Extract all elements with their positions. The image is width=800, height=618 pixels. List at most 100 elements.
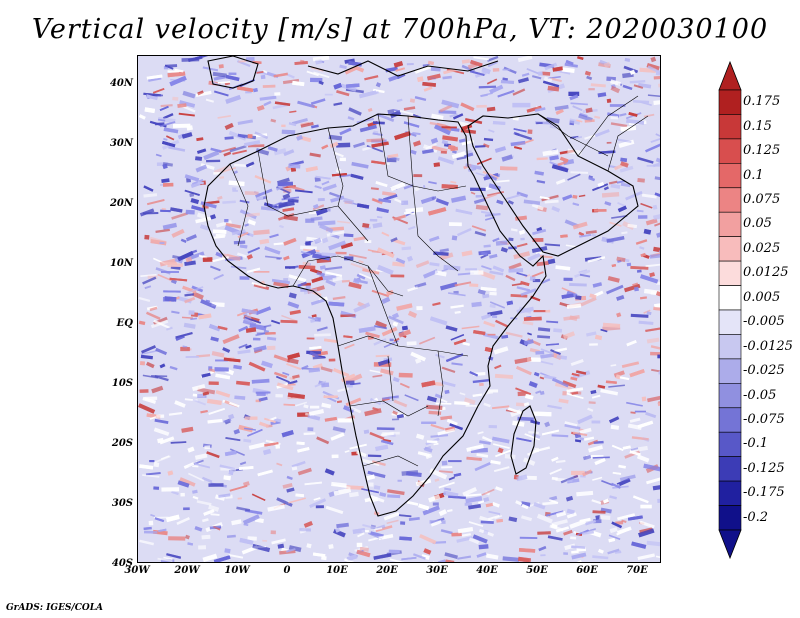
- field-speckle: [584, 70, 592, 76]
- field-speckle: [352, 528, 366, 534]
- field-speckle: [593, 440, 604, 444]
- field-speckle: [541, 194, 559, 202]
- field-speckle: [487, 56, 499, 62]
- field-speckle: [407, 255, 414, 262]
- field-speckle: [655, 72, 660, 76]
- field-speckle: [367, 107, 373, 113]
- field-speckle: [584, 436, 595, 441]
- field-speckle: [350, 173, 364, 180]
- field-speckle: [500, 80, 515, 84]
- field-speckle: [447, 509, 453, 513]
- field-speckle: [359, 124, 377, 133]
- field-speckle: [321, 382, 330, 388]
- field-speckle: [539, 196, 550, 200]
- field-speckle: [448, 476, 456, 481]
- field-speckle: [516, 191, 529, 198]
- field-speckle: [364, 226, 371, 230]
- field-speckle: [259, 421, 270, 428]
- field-speckle: [148, 520, 154, 526]
- field-speckle: [168, 146, 186, 152]
- field-speckle: [375, 180, 388, 188]
- field-speckle: [229, 145, 247, 153]
- field-speckle: [392, 312, 400, 319]
- field-speckle: [237, 349, 251, 355]
- field-speckle: [226, 534, 236, 538]
- field-speckle: [571, 545, 586, 549]
- field-speckle: [215, 390, 231, 398]
- field-speckle: [382, 395, 399, 400]
- field-speckle: [532, 238, 544, 242]
- field-speckle: [493, 466, 510, 473]
- field-speckle: [182, 90, 196, 99]
- field-speckle: [245, 161, 255, 168]
- field-speckle: [555, 265, 571, 271]
- field-speckle: [586, 455, 604, 459]
- field-speckle: [429, 235, 440, 242]
- field-speckle: [177, 103, 187, 108]
- field-speckle: [649, 253, 660, 259]
- field-speckle: [441, 380, 456, 388]
- field-speckle: [206, 451, 220, 459]
- field-speckle: [474, 462, 491, 472]
- field-speckle: [407, 286, 419, 292]
- field-speckle: [377, 247, 395, 258]
- field-speckle: [480, 286, 497, 292]
- field-speckle: [306, 70, 319, 77]
- field-speckle: [275, 375, 290, 383]
- field-speckle: [208, 323, 221, 332]
- field-speckle: [610, 85, 621, 94]
- field-speckle: [145, 94, 158, 101]
- field-speckle: [324, 338, 338, 343]
- field-speckle: [593, 209, 607, 212]
- field-speckle: [481, 67, 491, 75]
- field-speckle: [330, 195, 345, 203]
- field-speckle: [153, 462, 160, 468]
- field-speckle: [478, 544, 489, 550]
- field-speckle: [259, 238, 270, 245]
- field-speckle: [616, 180, 626, 184]
- field-speckle: [515, 500, 523, 506]
- field-speckle: [387, 153, 399, 159]
- field-speckle: [153, 486, 160, 490]
- field-speckle: [261, 360, 273, 369]
- field-speckle: [368, 482, 374, 487]
- field-speckle: [164, 64, 174, 70]
- field-speckle: [538, 545, 547, 552]
- field-speckle: [435, 198, 449, 206]
- field-speckle: [536, 179, 546, 184]
- field-speckle: [362, 458, 380, 467]
- field-speckle: [213, 525, 221, 531]
- field-speckle: [282, 78, 300, 85]
- field-speckle: [205, 98, 214, 103]
- field-speckle: [188, 56, 203, 63]
- field-speckle: [464, 397, 476, 405]
- field-speckle: [350, 382, 361, 386]
- field-speckle: [190, 198, 200, 205]
- field-speckle: [410, 351, 426, 362]
- field-speckle: [601, 192, 620, 198]
- field-speckle: [229, 401, 240, 408]
- field-speckle: [470, 187, 486, 192]
- field-speckle: [295, 189, 313, 194]
- field-speckle: [514, 146, 522, 150]
- field-speckle: [314, 176, 321, 182]
- field-speckle: [263, 448, 272, 456]
- field-speckle: [245, 327, 257, 333]
- field-speckle: [283, 214, 299, 222]
- field-speckle: [636, 269, 642, 273]
- field-speckle: [440, 529, 453, 535]
- field-speckle: [607, 276, 620, 283]
- field-speckle: [247, 134, 253, 139]
- field-speckle: [445, 353, 464, 363]
- colorbar-segment: [718, 236, 742, 262]
- field-speckle: [381, 439, 394, 446]
- lat-tick-label: EQ: [116, 318, 133, 329]
- field-speckle: [280, 319, 298, 324]
- field-speckle: [362, 268, 380, 275]
- field-speckle: [332, 426, 346, 433]
- field-speckle: [287, 301, 300, 309]
- field-speckle: [617, 138, 632, 143]
- field-speckle: [176, 517, 190, 525]
- field-speckle: [161, 207, 166, 211]
- field-speckle: [315, 505, 324, 509]
